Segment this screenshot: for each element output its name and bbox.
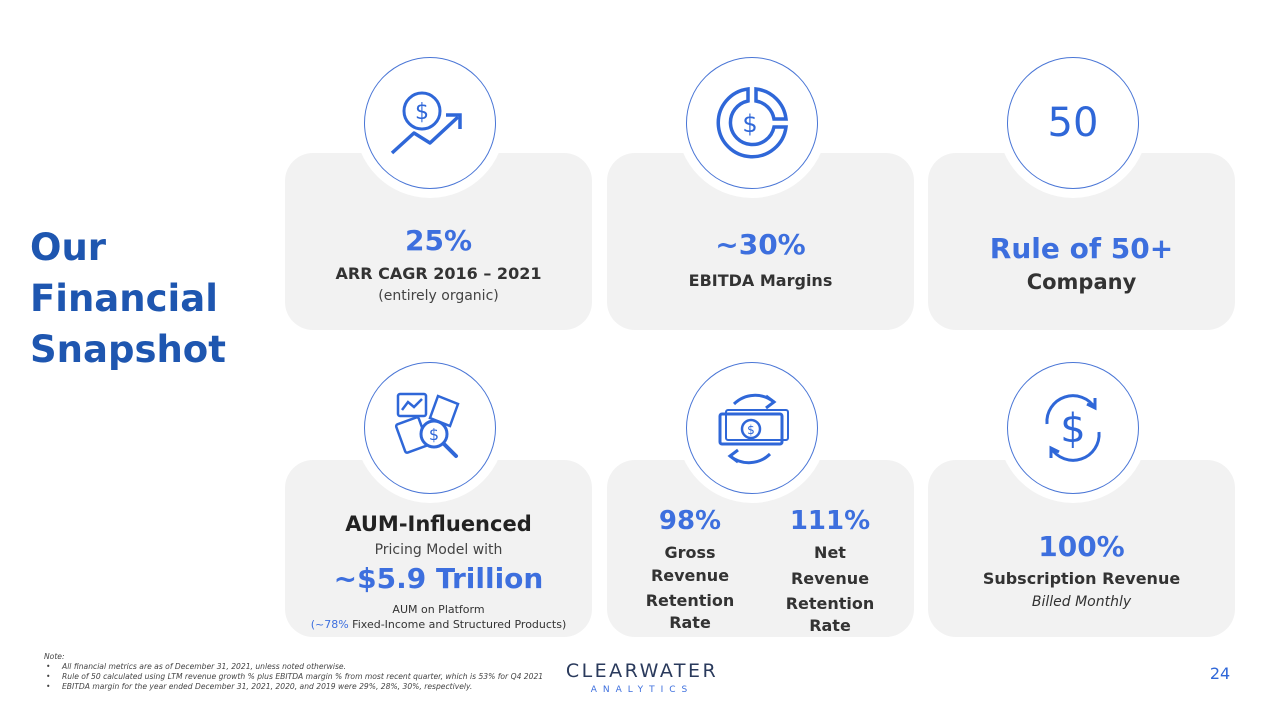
title-line-1: Our (30, 226, 107, 269)
rule-stat: Rule of 50+ (989, 232, 1174, 265)
subscription-sublabel: Billed Monthly (1031, 594, 1132, 610)
svg-text:$: $ (429, 425, 439, 444)
dollar-pie-chart-icon: $ (716, 87, 788, 159)
footnote-item: All financial metrics are as of December… (44, 662, 554, 672)
document-analysis-magnifier-icon: $ (394, 392, 460, 458)
gross-retention-line-3: Retention (645, 591, 735, 610)
footnote-item: Rule of 50 calculated using LTM revenue … (44, 672, 554, 682)
aum-line5-rest: Fixed-Income and Structured Products) (348, 618, 567, 631)
footnotes-heading: Note: (44, 652, 65, 661)
svg-text:$: $ (747, 423, 755, 437)
retention-icon-circle: $ (686, 362, 818, 494)
net-retention-stat: 111% (789, 506, 871, 536)
subscription-label: Subscription Revenue (982, 569, 1181, 588)
logo-sub-text: ANALYTICS (590, 685, 694, 695)
dollar-growth-arrow-icon: $ (390, 91, 462, 155)
arr-label: ARR CAGR 2016 – 2021 (335, 264, 542, 283)
gross-retention-line-2: Revenue (650, 566, 730, 585)
net-retention-line-4: Rate (809, 616, 851, 635)
page-number: 24 (1209, 664, 1231, 683)
ebitda-label: EBITDA Margins (688, 271, 833, 290)
aum-heading: AUM-Influenced (345, 512, 532, 536)
dollar-refresh-icon: $ (1045, 394, 1101, 462)
net-retention-line-2: Revenue (790, 569, 870, 588)
title-line-2: Financial (30, 277, 218, 320)
rule-badge-number: 50 (1047, 100, 1099, 146)
rule-label: Company (1026, 270, 1137, 294)
svg-text:$: $ (742, 110, 757, 138)
svg-text:$: $ (415, 100, 429, 125)
subscription-icon-circle: $ (1007, 362, 1139, 494)
title-line-3: Snapshot (30, 328, 226, 371)
svg-text:$: $ (1060, 406, 1085, 452)
banknote-cycle-icon: $ (718, 393, 789, 465)
gross-retention-stat: 98% (658, 506, 722, 536)
ebitda-icon-circle: $ (686, 57, 818, 189)
aum-line5-accent: (~78% (310, 618, 349, 631)
aum-stat: ~$5.9 Trillion (333, 562, 544, 595)
subscription-stat: 100% (1038, 530, 1125, 563)
clearwater-logo: CLEARWATER ANALYTICS (562, 660, 722, 695)
net-retention-line-1: Net (814, 543, 846, 562)
arr-stat: 25% (404, 224, 473, 257)
gross-retention-line-4: Rate (669, 613, 711, 632)
arr-sublabel: (entirely organic) (378, 288, 499, 304)
aum-line2: Pricing Model with (374, 542, 503, 558)
aum-line4: AUM on Platform (392, 603, 485, 616)
rule-badge-circle: 50 (1007, 57, 1139, 189)
logo-main-text: CLEARWATER (565, 660, 719, 682)
aum-line5: (~78% Fixed-Income and Structured Produc… (285, 618, 592, 631)
net-retention-line-3: Retention (785, 594, 875, 613)
arr-icon-circle: $ (364, 57, 496, 189)
footnote-item: EBITDA margin for the year ended Decembe… (44, 682, 554, 692)
footnotes: Note: All financial metrics are as of De… (44, 652, 554, 692)
slide-title: Our Financial Snapshot (30, 222, 270, 375)
aum-icon-circle: $ (364, 362, 496, 494)
gross-retention-line-1: Gross (664, 543, 716, 562)
ebitda-stat: ~30% (715, 228, 806, 261)
